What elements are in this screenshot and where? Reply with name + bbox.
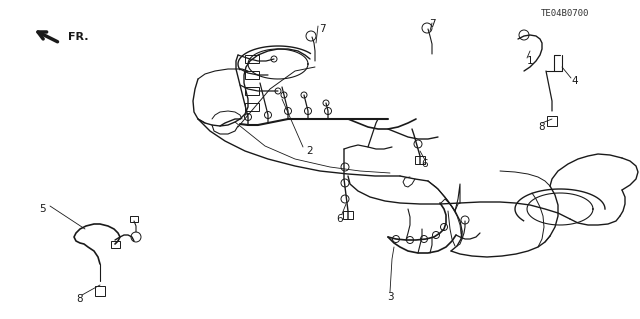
Text: 2: 2 xyxy=(307,146,314,156)
Bar xyxy=(245,103,259,111)
Text: 5: 5 xyxy=(38,204,45,214)
Text: 8: 8 xyxy=(539,122,545,132)
Bar xyxy=(547,116,557,126)
Bar xyxy=(415,156,425,164)
Text: 4: 4 xyxy=(572,76,579,86)
Text: 7: 7 xyxy=(429,19,435,29)
Text: FR.: FR. xyxy=(68,32,88,42)
Bar xyxy=(245,87,259,95)
Text: 1: 1 xyxy=(527,56,533,66)
Text: 8: 8 xyxy=(77,294,83,304)
Bar xyxy=(245,71,259,79)
Bar xyxy=(111,241,120,248)
Bar xyxy=(95,286,105,296)
Bar xyxy=(343,211,353,219)
Text: 7: 7 xyxy=(319,24,325,34)
Text: 3: 3 xyxy=(387,292,394,302)
Bar xyxy=(130,216,138,222)
Bar xyxy=(245,55,259,63)
Text: 6: 6 xyxy=(422,159,428,169)
Text: 6: 6 xyxy=(337,214,343,224)
Text: TE04B0700: TE04B0700 xyxy=(541,10,589,19)
